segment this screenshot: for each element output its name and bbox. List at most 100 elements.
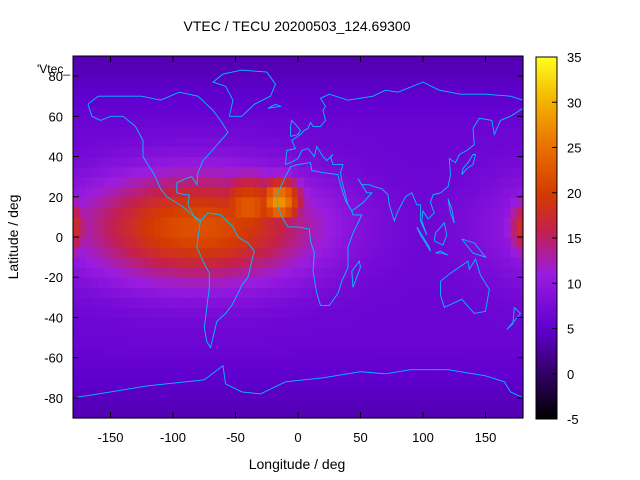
heatmap-cell <box>235 307 243 319</box>
heatmap-cell <box>454 66 462 77</box>
heatmap-cell <box>466 257 474 268</box>
heatmap-cell <box>185 116 193 127</box>
heatmap-cell <box>429 407 437 419</box>
heatmap-cell <box>329 216 337 228</box>
heatmap-cell <box>141 357 149 369</box>
heatmap-cell <box>316 206 324 218</box>
heatmap-cell <box>291 317 299 329</box>
heatmap-cell <box>110 226 118 238</box>
heatmap-cell <box>329 136 337 148</box>
heatmap-cell <box>229 337 237 349</box>
heatmap-cell <box>354 387 362 399</box>
heatmap-cell <box>273 76 280 87</box>
heatmap-cell <box>429 196 437 208</box>
heatmap-cell <box>479 257 487 268</box>
heatmap-cell <box>391 357 399 369</box>
heatmap-cell <box>210 56 218 67</box>
heatmap-cell <box>166 297 174 308</box>
heatmap-cell <box>229 407 237 419</box>
heatmap-cell <box>510 317 518 329</box>
heatmap-cell <box>441 216 449 228</box>
heatmap-cell <box>179 267 187 278</box>
heatmap-cell <box>141 156 149 168</box>
heatmap-cell <box>141 397 149 409</box>
heatmap-cell <box>479 226 487 238</box>
heatmap-cell <box>298 297 305 308</box>
heatmap-cell <box>348 96 355 107</box>
heatmap-cell <box>260 106 268 117</box>
heatmap-cell <box>204 407 212 419</box>
heatmap-cell <box>485 176 493 188</box>
heatmap-cell <box>110 106 118 117</box>
heatmap-cell <box>273 397 280 409</box>
heatmap-cell <box>329 56 337 67</box>
heatmap-cell <box>148 407 155 419</box>
heatmap-cell <box>385 327 393 339</box>
heatmap-cell <box>129 257 137 268</box>
heatmap-cell <box>248 377 255 389</box>
heatmap-cell <box>398 257 405 268</box>
heatmap-cell <box>366 247 374 258</box>
heatmap-cell <box>310 56 318 67</box>
heatmap-cell <box>173 76 180 87</box>
heatmap-cell <box>79 347 87 359</box>
heatmap-cell <box>260 257 268 268</box>
heatmap-cell <box>491 247 499 258</box>
heatmap-cell <box>223 297 230 308</box>
heatmap-cell <box>435 407 443 419</box>
heatmap-cell <box>135 126 143 138</box>
heatmap-cell <box>416 216 424 228</box>
heatmap-cell <box>285 106 293 117</box>
heatmap-cell <box>116 86 124 97</box>
heatmap-cell <box>466 206 474 218</box>
heatmap-cell <box>466 166 474 178</box>
heatmap-cell <box>210 317 218 329</box>
heatmap-cell <box>110 307 118 319</box>
heatmap-cell <box>385 237 393 248</box>
heatmap-cell <box>479 196 487 208</box>
heatmap-cell <box>110 367 118 379</box>
heatmap-cell <box>504 287 512 298</box>
heatmap-cell <box>398 136 405 148</box>
heatmap-cell <box>198 56 205 67</box>
heatmap-cell <box>91 267 99 278</box>
heatmap-cell <box>504 387 512 399</box>
heatmap-cell <box>310 116 318 127</box>
heatmap-cell <box>485 407 493 419</box>
heatmap-cell <box>366 397 374 409</box>
heatmap-cell <box>366 206 374 218</box>
heatmap-cell <box>223 136 230 148</box>
heatmap-cell <box>379 146 387 158</box>
heatmap-cell <box>266 86 274 97</box>
heatmap-cell <box>373 307 380 319</box>
heatmap-cell <box>498 327 505 339</box>
heatmap-cell <box>460 357 468 369</box>
heatmap-cell <box>241 86 249 97</box>
heatmap-cell <box>98 377 105 389</box>
heatmap-cell <box>435 146 443 158</box>
heatmap-cell <box>79 267 87 278</box>
heatmap-cell <box>79 287 87 298</box>
heatmap-cell <box>391 106 399 117</box>
heatmap-cell <box>223 287 230 298</box>
heatmap-cell <box>391 337 399 349</box>
heatmap-cell <box>229 206 237 218</box>
heatmap-cell <box>323 297 330 308</box>
heatmap-cell <box>479 327 487 339</box>
heatmap-cell <box>398 397 405 409</box>
heatmap-cell <box>291 327 299 339</box>
heatmap-cell <box>504 106 512 117</box>
heatmap-cell <box>135 106 143 117</box>
heatmap-cell <box>498 166 505 178</box>
heatmap-cell <box>410 297 418 308</box>
heatmap-cell <box>110 327 118 339</box>
heatmap-cell <box>435 86 443 97</box>
heatmap-cell <box>404 226 412 238</box>
heatmap-cell <box>379 347 387 359</box>
heatmap-cell <box>516 176 524 188</box>
heatmap-cell <box>410 247 418 258</box>
heatmap-cell <box>416 237 424 248</box>
heatmap-cell <box>360 307 368 319</box>
heatmap-cell <box>454 307 462 319</box>
heatmap-cell <box>298 287 305 298</box>
